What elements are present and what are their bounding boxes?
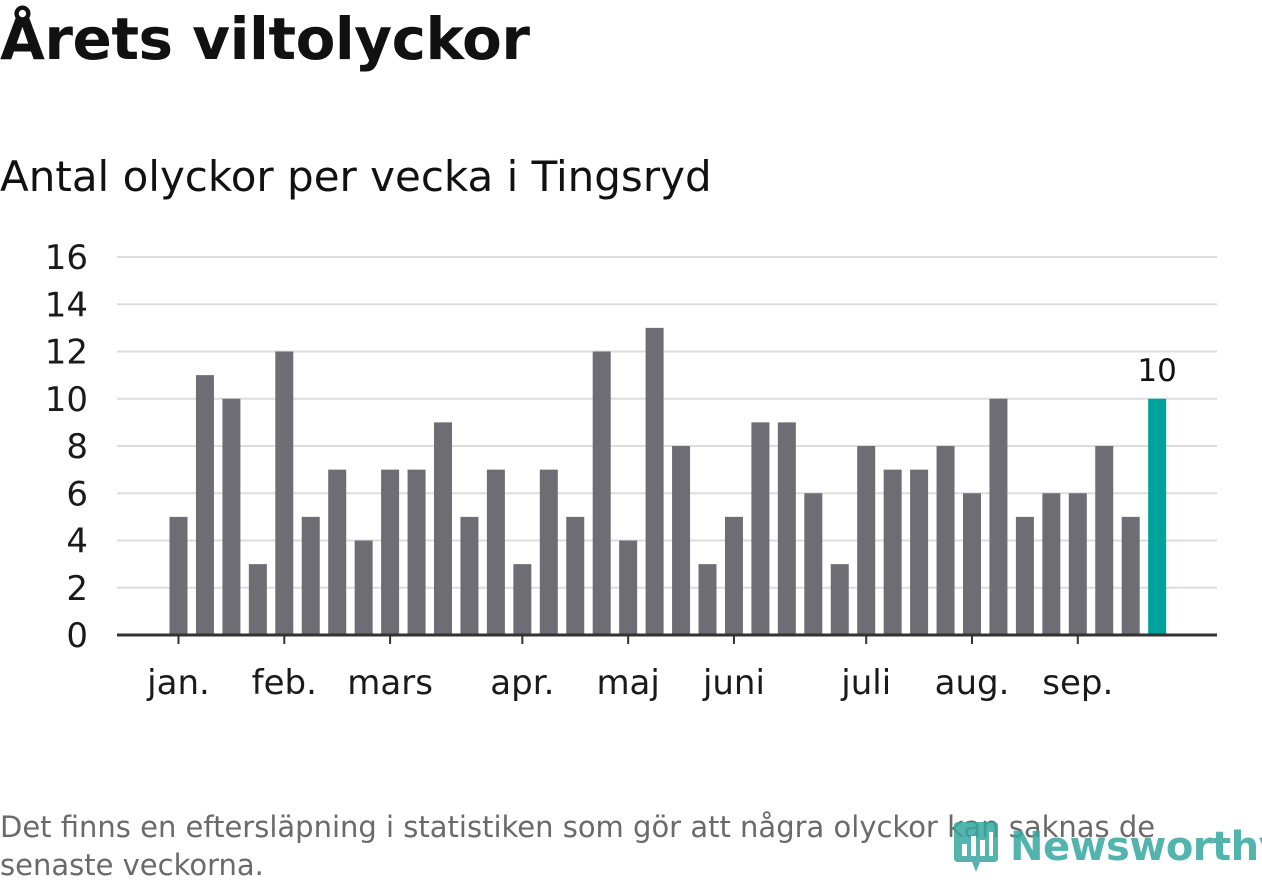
bar [539,469,558,635]
bar [195,375,214,635]
bar [883,469,902,635]
x-tick-label: juli [840,663,891,703]
newsworthy-logo-text: Newsworthy [1010,824,1262,870]
newsworthy-logo-icon [954,822,998,872]
bar [751,422,770,635]
bar [566,516,585,635]
bar [1068,493,1087,635]
chart-title: Årets viltolyckor [0,5,530,73]
bar [460,516,479,635]
bar [724,516,743,635]
bar [222,398,241,635]
bar [354,540,373,635]
x-tick-label: juni [702,663,765,703]
y-tick-label: 8 [66,427,88,467]
bar [645,327,664,635]
y-tick-label: 12 [45,333,88,373]
chart-subtitle: Antal olyckor per vecka i Tingsryd [0,152,712,201]
newsworthy-logo: Newsworthy [950,818,1262,876]
bar-highlight [1148,398,1167,635]
bar [434,422,452,635]
bar [830,564,849,635]
y-tick-label: 14 [45,285,88,325]
bar [619,540,638,635]
y-tick-label: 4 [66,522,88,562]
bar [936,446,955,635]
bar [963,493,981,635]
bar [248,564,267,635]
bar [169,516,188,635]
y-tick-label: 2 [66,569,88,609]
y-tick-label: 0 [66,616,88,656]
bar [910,469,929,635]
data-label: 10 [1137,353,1176,389]
bar [301,516,320,635]
bar [1015,516,1034,635]
bar [989,398,1008,635]
y-tick-label: 10 [45,380,88,420]
x-tick-label: apr. [490,663,554,703]
x-tick-label: mars [347,663,433,703]
bar [407,469,426,635]
x-tick-label: feb. [252,663,317,703]
bar [275,351,294,635]
bar [486,469,505,635]
bar [592,351,611,635]
bar [328,469,347,635]
y-tick-label: 6 [66,474,88,514]
x-tick-label: aug. [935,663,1010,703]
y-tick-label: 16 [45,238,88,278]
bar [698,564,717,635]
bar [672,446,691,635]
bar [1042,493,1061,635]
bar [857,446,876,635]
x-tick-label: sep. [1042,663,1113,703]
bar [513,564,532,635]
bar [1095,446,1114,635]
bar [804,493,823,635]
bar [1121,516,1140,635]
bar [381,469,400,635]
bar [777,422,796,635]
x-tick-label: maj [596,663,659,703]
x-tick-label: jan. [146,663,210,703]
